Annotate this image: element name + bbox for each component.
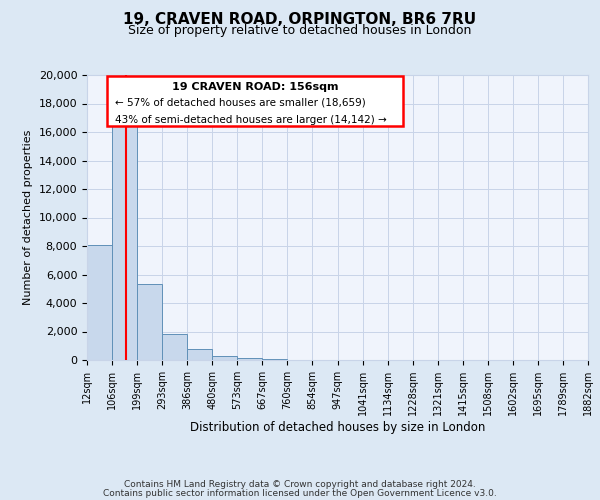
Text: 43% of semi-detached houses are larger (14,142) →: 43% of semi-detached houses are larger (… [115, 115, 386, 125]
Bar [137, 284, 162, 360]
Y-axis label: Number of detached properties: Number of detached properties [23, 130, 33, 305]
Bar [187, 350, 212, 360]
Bar [162, 334, 187, 360]
FancyBboxPatch shape [107, 76, 403, 126]
Bar [87, 244, 112, 360]
Bar [212, 356, 238, 360]
Text: Contains HM Land Registry data © Crown copyright and database right 2024.: Contains HM Land Registry data © Crown c… [124, 480, 476, 489]
X-axis label: Distribution of detached houses by size in London: Distribution of detached houses by size … [190, 421, 485, 434]
Text: 19, CRAVEN ROAD, ORPINGTON, BR6 7RU: 19, CRAVEN ROAD, ORPINGTON, BR6 7RU [124, 12, 476, 28]
Text: 19 CRAVEN ROAD: 156sqm: 19 CRAVEN ROAD: 156sqm [172, 82, 338, 92]
Bar [238, 358, 262, 360]
Bar [112, 124, 137, 360]
Text: Contains public sector information licensed under the Open Government Licence v3: Contains public sector information licen… [103, 489, 497, 498]
Text: ← 57% of detached houses are smaller (18,659): ← 57% of detached houses are smaller (18… [115, 98, 365, 108]
Text: Size of property relative to detached houses in London: Size of property relative to detached ho… [128, 24, 472, 37]
Bar [262, 358, 287, 360]
